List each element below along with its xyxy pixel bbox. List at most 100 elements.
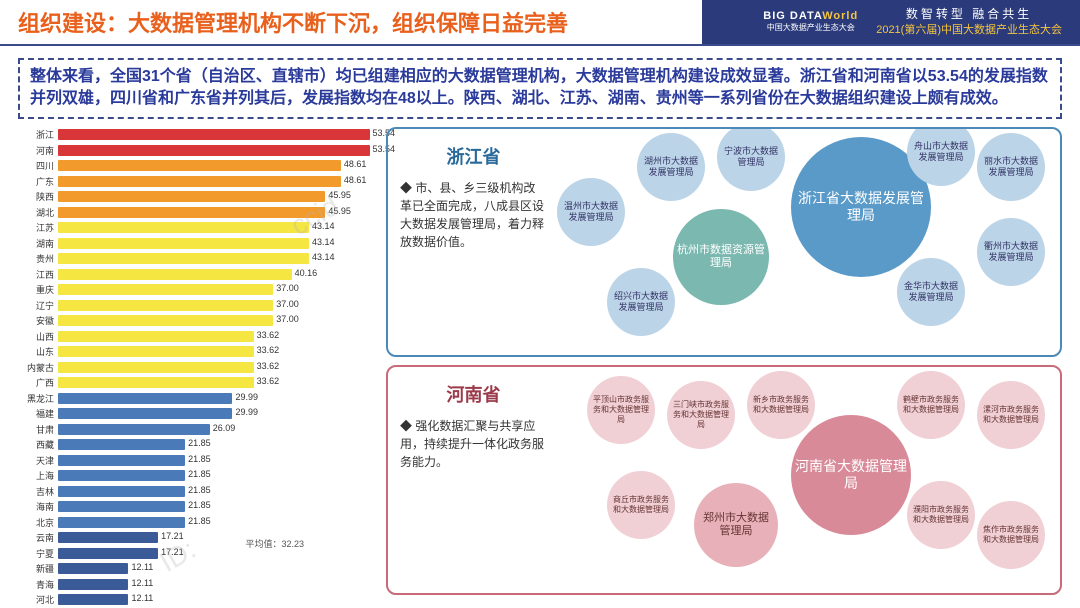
bar-value: 33.62 bbox=[254, 345, 280, 355]
content: 浙江53.54河南53.54四川48.61广东48.61陕西45.95湖北45.… bbox=[0, 127, 1080, 605]
panel-title: 河南省 bbox=[400, 381, 547, 407]
bar-label: 云南 bbox=[18, 531, 58, 544]
bubble: 温州市大数据发展管理局 bbox=[557, 178, 625, 246]
event-l2: 2021(第六届)中国大数据产业生态大会 bbox=[876, 23, 1062, 37]
avg-label: 平均值：32.23 bbox=[246, 537, 305, 550]
panel-desc: ◆ 强化数据汇聚与共享应用，持续提升一体化政务服务能力。 bbox=[400, 417, 547, 471]
bar-track: 17.21 bbox=[58, 532, 378, 543]
bar-fill bbox=[58, 269, 292, 280]
bar-label: 四川 bbox=[18, 159, 58, 172]
bar-track: 12.11 bbox=[58, 563, 378, 574]
bar-fill bbox=[58, 207, 325, 218]
bar-label: 内蒙古 bbox=[18, 361, 58, 374]
bar-row: 山西33.62 bbox=[18, 328, 378, 344]
bar-row: 天津21.85 bbox=[18, 452, 378, 468]
bar-value: 12.11 bbox=[128, 593, 153, 603]
bar-track: 21.85 bbox=[58, 470, 378, 481]
bar-track: 37.00 bbox=[58, 300, 378, 311]
bar-value: 21.85 bbox=[185, 500, 211, 510]
bar-fill bbox=[58, 594, 128, 605]
bar-track: 48.61 bbox=[58, 160, 378, 171]
bar-track: 48.61 bbox=[58, 176, 378, 187]
bar-track: 53.54 bbox=[58, 129, 378, 140]
bubble: 鹤壁市政务服务和大数据管理局 bbox=[897, 371, 965, 439]
bar-row: 黑龙江29.99 bbox=[18, 390, 378, 406]
bar-row: 湖南43.14 bbox=[18, 235, 378, 251]
bar-fill bbox=[58, 222, 309, 233]
bar-label: 吉林 bbox=[18, 485, 58, 498]
bar-value: 45.95 bbox=[325, 190, 351, 200]
bar-value: 12.11 bbox=[128, 562, 153, 572]
bar-fill bbox=[58, 408, 232, 419]
logo: BIG DATAWorld 中国大数据产业生态大会 bbox=[763, 10, 858, 33]
event-l1: 数智转型 融合共生 bbox=[876, 7, 1062, 23]
bar-track: 21.85 bbox=[58, 486, 378, 497]
bar-row: 青海 12.11 bbox=[18, 576, 378, 592]
bar-label: 广西 bbox=[18, 376, 58, 389]
bar-label: 北京 bbox=[18, 516, 58, 529]
bar-value: 37.00 bbox=[273, 314, 299, 324]
bubble: 商丘市政务服务和大数据管理局 bbox=[607, 471, 675, 539]
bubble: 漯河市政务服务和大数据管理局 bbox=[977, 381, 1045, 449]
bar-fill bbox=[58, 563, 128, 574]
bar-value: 21.85 bbox=[185, 516, 211, 526]
bar-track: 33.62 bbox=[58, 377, 378, 388]
bar-value: 29.99 bbox=[232, 407, 258, 417]
bar-value: 21.85 bbox=[185, 485, 211, 495]
bar-row: 四川 48.61 bbox=[18, 158, 378, 174]
bar-value: 43.14 bbox=[309, 237, 335, 247]
bar-fill bbox=[58, 129, 370, 140]
bar-fill bbox=[58, 191, 325, 202]
bar-row: 重庆 37.00 bbox=[18, 282, 378, 298]
panel-title: 浙江省 bbox=[400, 143, 547, 169]
bubble: 平顶山市政务服务和大数据管理局 bbox=[587, 376, 655, 444]
bar-label: 安徽 bbox=[18, 314, 58, 327]
bar-value: 33.62 bbox=[254, 361, 280, 371]
bar-label: 广东 bbox=[18, 175, 58, 188]
bar-row: 海南21.85 bbox=[18, 499, 378, 515]
bar-fill bbox=[58, 455, 185, 466]
bar-fill bbox=[58, 548, 158, 559]
bubble: 河南省大数据管理局 bbox=[791, 415, 911, 535]
bar-label: 天津 bbox=[18, 454, 58, 467]
bar-track: 21.85 bbox=[58, 517, 378, 528]
bubble: 金华市大数据发展管理局 bbox=[897, 258, 965, 326]
bar-fill bbox=[58, 362, 254, 373]
bar-value: 37.00 bbox=[273, 283, 299, 293]
bar-track: 17.21 bbox=[58, 548, 378, 559]
bar-row: 广东48.61 bbox=[18, 173, 378, 189]
bar-track: 33.62 bbox=[58, 362, 378, 373]
bar-label: 青海 bbox=[18, 578, 58, 591]
bar-track: 43.14 bbox=[58, 253, 378, 264]
bar-label: 甘肃 bbox=[18, 423, 58, 436]
bubble: 新乡市政务服务和大数据管理局 bbox=[747, 371, 815, 439]
bar-value: 48.61 bbox=[341, 159, 367, 169]
bar-fill bbox=[58, 145, 370, 156]
bar-label: 重庆 bbox=[18, 283, 58, 296]
bar-fill bbox=[58, 315, 273, 326]
bar-fill bbox=[58, 486, 185, 497]
bar-track: 12.11 bbox=[58, 579, 378, 590]
bar-fill bbox=[58, 579, 128, 590]
bar-fill bbox=[58, 501, 185, 512]
bar-value: 17.21 bbox=[158, 531, 184, 541]
bar-label: 上海 bbox=[18, 469, 58, 482]
bar-track: 21.85 bbox=[58, 455, 378, 466]
bar-row: 宁夏17.21 bbox=[18, 545, 378, 561]
header: 组织建设：大数据管理机构不断下沉，组织保障日益完善 BIG DATAWorld … bbox=[0, 0, 1080, 46]
bar-row: 北京 21.85 bbox=[18, 514, 378, 530]
bar-row: 甘肃 26.09 bbox=[18, 421, 378, 437]
bar-row: 江西40.16 bbox=[18, 266, 378, 282]
bar-value: 26.09 bbox=[210, 423, 236, 433]
logo-text-w: World bbox=[822, 10, 858, 22]
bubble: 丽水市大数据发展管理局 bbox=[977, 133, 1045, 201]
bar-fill bbox=[58, 377, 254, 388]
bar-label: 浙江 bbox=[18, 128, 58, 141]
bar-track: 33.62 bbox=[58, 346, 378, 357]
bar-label: 江西 bbox=[18, 268, 58, 281]
bar-track: 53.54 bbox=[58, 145, 378, 156]
bar-label: 陕西 bbox=[18, 190, 58, 203]
bar-value: 12.11 bbox=[128, 578, 153, 588]
bar-row: 江苏43.14 bbox=[18, 220, 378, 236]
bar-label: 辽宁 bbox=[18, 299, 58, 312]
